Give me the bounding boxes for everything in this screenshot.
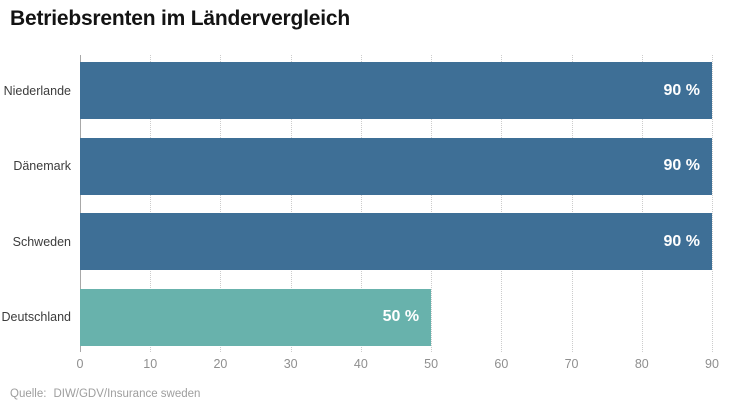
gridline-90 [712,55,713,352]
gridline-70 [571,55,573,352]
tick-label-90: 90 [705,357,719,371]
value-label: 90 % [663,81,700,99]
gridline-30 [290,55,292,352]
value-label: 50 % [382,308,420,325]
bar: 90 % [80,213,712,270]
y-axis-line [80,55,81,352]
source-label: Quelle: [10,388,47,400]
tick-label-10: 10 [143,357,158,371]
tick-label-30: 30 [283,357,298,371]
bar: 90 % [80,62,712,119]
plot-area [80,55,713,352]
bar-row-deutschland: Deutschland 50 % [0,288,735,346]
bar-row-niederlande: Niederlande 90 % [0,62,735,119]
value-label: 90 % [663,232,700,250]
tick-label-60: 60 [494,357,509,371]
gridline-50 [431,55,433,352]
gridline-10 [150,55,152,352]
category-label: Deutschland [1,310,72,324]
tick-label-80: 80 [634,357,649,371]
tick-label-50: 50 [424,357,439,371]
tick-label-0: 0 [76,357,84,371]
source-text: DIW/GDV/Insurance sweden [53,388,201,400]
category-label: Schweden [12,234,71,249]
category-label: Dänemark [13,159,71,173]
gridline-80 [641,55,643,352]
bar-row-schweden: Schweden 90 % [0,213,735,270]
source-note: Quelle: DIW/GDV/Insurance sweden [10,388,200,400]
tick-label-20: 20 [213,357,228,371]
bar: 90 % [80,137,712,195]
tick-label-70: 70 [564,357,579,371]
tick-label-40: 40 [353,357,368,371]
gridline-40 [360,55,362,352]
gridline-60 [501,55,503,352]
bar: 50 % [80,288,432,346]
bar-row-dänemark: Dänemark 90 % [0,137,735,195]
chart-title: Betriebsrenten im Ländervergleich [10,7,351,30]
gridline-20 [220,55,222,352]
value-label: 90 % [663,157,700,174]
category-label: Niederlande [3,83,71,98]
